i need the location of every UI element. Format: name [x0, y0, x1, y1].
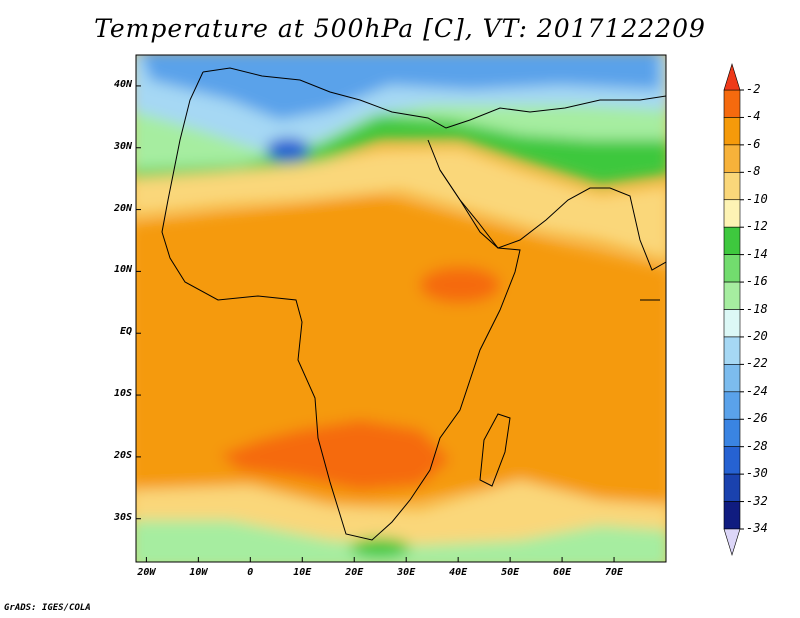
colorbar-segment: [723, 117, 741, 146]
lon-label: 20E: [345, 567, 364, 578]
lat-label: 10S: [113, 388, 132, 400]
field-band-26: [141, 55, 660, 120]
lat-label: 30N: [113, 140, 132, 152]
field-band-4-south: [220, 420, 450, 490]
lon-label: 40E: [449, 567, 468, 578]
colorbar-segment: [723, 501, 741, 530]
colorbar-label: -30: [746, 466, 768, 481]
field-band-10-north: [136, 148, 666, 259]
colorbar-label: -22: [746, 356, 768, 371]
coast-mediterranean: [202, 67, 666, 129]
lat-label: 30S: [113, 511, 132, 523]
colorbar-label: -34: [746, 521, 768, 535]
colorbar-label: -28: [746, 438, 768, 453]
colorbar-segment: [723, 89, 741, 118]
colorbar-bottom-arrow: [723, 528, 741, 557]
plot-frame: [135, 54, 667, 563]
colorbar-label: -2: [746, 82, 761, 96]
colorbar-label: -20: [746, 328, 768, 343]
colorbar-label: -10: [746, 191, 768, 206]
colorbar-segment: [723, 199, 741, 228]
colorbar-segment: [723, 172, 741, 201]
coast-arabia-india: [439, 169, 666, 271]
lon-label: 30E: [397, 567, 416, 578]
lat-ticks: [136, 85, 141, 520]
colorbar-segment: [723, 309, 741, 338]
lon-label: 0: [247, 567, 254, 578]
colorbar-segment: [723, 281, 741, 310]
lon-label: 20W: [137, 567, 156, 578]
lon-label: 50E: [501, 567, 520, 578]
colorbar-label: -14: [746, 246, 768, 261]
lat-label: 10N: [113, 264, 132, 276]
temperature-field: [136, 55, 666, 562]
colorbar-segment: [723, 364, 741, 393]
colorbar-label: -6: [746, 136, 761, 151]
coastlines: [161, 67, 666, 541]
lon-ticks: [145, 557, 615, 562]
field-band-18-south: [136, 520, 666, 562]
colorbar-segment: [723, 391, 741, 420]
colorbar-top-arrow: [723, 62, 741, 91]
colorbar-label: -26: [746, 411, 768, 426]
lon-label: 10W: [189, 567, 208, 578]
lon-label: 60E: [553, 567, 572, 578]
colorbar-label: -12: [746, 219, 768, 234]
colorbar-segment: [723, 226, 741, 255]
lat-label: 20S: [113, 449, 132, 461]
colorbar-segment: [723, 144, 741, 173]
credit-text: GrADS: IGES/COLA: [4, 603, 91, 613]
colorbar-label: -8: [746, 164, 761, 179]
colorbar-segment: [723, 446, 741, 475]
colorbar-segment: [723, 473, 741, 502]
colorbar-label: -18: [746, 301, 768, 316]
lat-label: 40N: [113, 78, 132, 90]
colorbar: [723, 62, 744, 557]
field-cold-core: [266, 138, 310, 162]
colorbar-segment: [723, 254, 741, 283]
field-band-4-east: [420, 267, 500, 303]
colorbar-label: -4: [746, 109, 761, 124]
colorbar-segment: [723, 418, 741, 447]
coast-madagascar: [479, 413, 511, 487]
coast-africa: [161, 71, 521, 541]
colorbar-label: -24: [746, 383, 768, 398]
colorbar-label: -32: [746, 493, 768, 508]
lon-label: 10E: [293, 567, 312, 578]
colorbar-label: -16: [746, 274, 768, 289]
chart-title: Temperature at 500hPa [C], VT: 201712220…: [94, 14, 706, 43]
lon-label: 70E: [605, 567, 624, 578]
lat-label: EQ: [119, 326, 132, 338]
lat-label: 20N: [113, 202, 132, 214]
field-band-14-south: [350, 538, 410, 558]
colorbar-segment: [723, 336, 741, 365]
